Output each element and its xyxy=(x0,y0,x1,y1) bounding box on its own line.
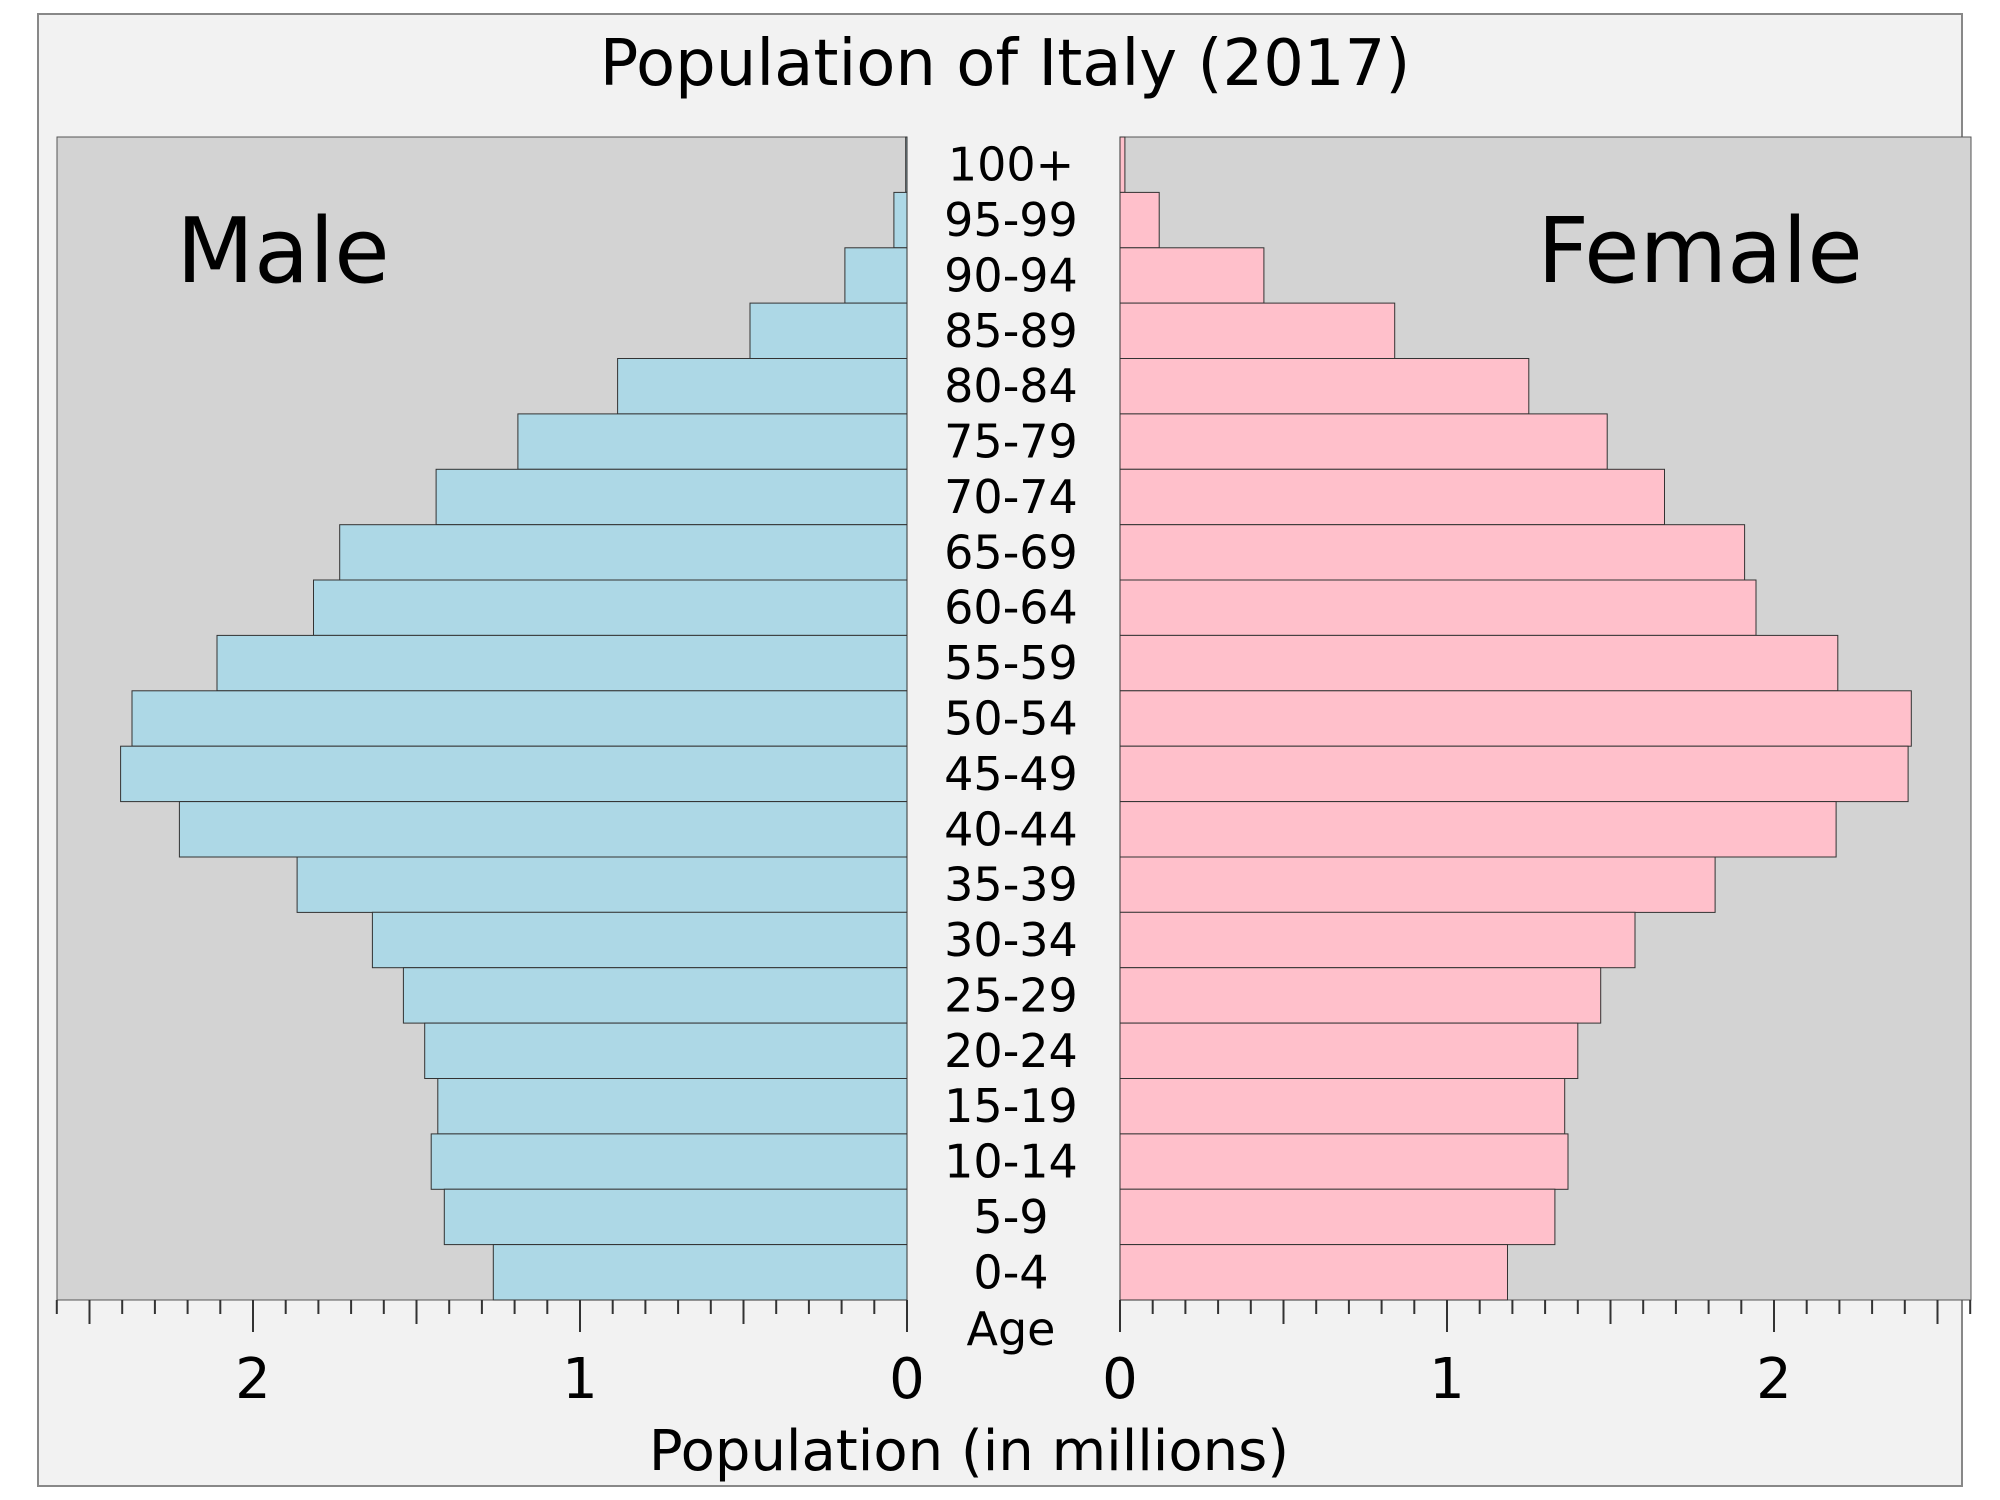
male-bar-20-24 xyxy=(424,1022,908,1079)
age-label-90-94: 90-94 xyxy=(944,249,1078,303)
age-axis-label: Age xyxy=(967,1302,1056,1356)
male-bar-65-69 xyxy=(339,524,908,581)
male-bar-55-59 xyxy=(216,634,908,692)
female-bar-85-89 xyxy=(1119,302,1396,360)
female-bar-0-4 xyxy=(1119,1244,1508,1301)
age-label-50-54: 50-54 xyxy=(944,692,1078,746)
age-label-35-39: 35-39 xyxy=(944,858,1078,912)
male-tick-label: 1 xyxy=(562,1347,598,1412)
age-label-100+: 100+ xyxy=(948,138,1074,192)
male-bar-40-44 xyxy=(178,801,908,858)
female-bars xyxy=(1119,136,1912,1301)
female-bar-40-44 xyxy=(1119,801,1837,858)
female-bar-10-14 xyxy=(1119,1133,1569,1190)
female-bar-60-64 xyxy=(1119,579,1757,636)
age-labels: 100+95-9990-9485-8980-8475-7970-7465-696… xyxy=(944,138,1078,1300)
male-bar-35-39 xyxy=(296,856,908,913)
age-label-5-9: 5-9 xyxy=(973,1190,1048,1244)
male-bar-10-14 xyxy=(430,1133,908,1190)
x-axis-label: Population (in millions) xyxy=(649,1419,1289,1484)
male-tick-label: 2 xyxy=(235,1347,271,1412)
male-bar-45-49 xyxy=(120,745,908,803)
male-bar-50-54 xyxy=(131,690,908,747)
age-label-10-14: 10-14 xyxy=(944,1135,1078,1189)
x-tick-labels: 2 1 0 0 1 2 xyxy=(235,1347,1792,1412)
male-bar-60-64 xyxy=(313,579,908,636)
female-bar-5-9 xyxy=(1119,1188,1556,1246)
age-label-95-99: 95-99 xyxy=(944,193,1078,247)
female-tick-label: 2 xyxy=(1756,1347,1792,1412)
female-bar-65-69 xyxy=(1119,524,1746,581)
female-tick-label: 0 xyxy=(1102,1347,1138,1412)
age-label-0-4: 0-4 xyxy=(973,1245,1048,1299)
male-bar-15-19 xyxy=(437,1078,908,1135)
age-label-80-84: 80-84 xyxy=(944,359,1078,413)
female-tick-label: 1 xyxy=(1429,1347,1465,1412)
male-tick-label: 0 xyxy=(889,1347,925,1412)
male-bars xyxy=(120,136,908,1301)
female-bar-25-29 xyxy=(1119,967,1602,1024)
male-bar-5-9 xyxy=(443,1188,908,1246)
age-label-65-69: 65-69 xyxy=(944,525,1078,579)
chart-title: Population of Italy (2017) xyxy=(600,27,1411,101)
age-label-85-89: 85-89 xyxy=(944,304,1078,358)
female-bar-45-49 xyxy=(1119,745,1909,803)
age-label-70-74: 70-74 xyxy=(944,470,1078,524)
female-bar-20-24 xyxy=(1119,1022,1579,1079)
age-label-20-24: 20-24 xyxy=(944,1024,1078,1078)
legend-female-label: Female xyxy=(1537,199,1862,304)
female-bar-30-34 xyxy=(1119,911,1636,969)
x-axis-ticks xyxy=(55,1300,1972,1332)
male-bar-75-79 xyxy=(517,413,908,470)
age-label-25-29: 25-29 xyxy=(944,968,1078,1022)
female-bar-55-59 xyxy=(1119,634,1839,692)
age-label-45-49: 45-49 xyxy=(944,747,1078,801)
female-bar-35-39 xyxy=(1119,856,1716,913)
age-label-40-44: 40-44 xyxy=(944,802,1078,856)
age-label-75-79: 75-79 xyxy=(944,415,1078,469)
female-bar-80-84 xyxy=(1119,358,1530,415)
male-bar-100+ xyxy=(905,136,908,193)
female-bar-15-19 xyxy=(1119,1078,1566,1135)
age-label-55-59: 55-59 xyxy=(944,636,1078,690)
male-bar-70-74 xyxy=(435,468,908,526)
male-bar-30-34 xyxy=(371,911,908,969)
age-label-60-64: 60-64 xyxy=(944,581,1078,635)
female-bar-90-94 xyxy=(1119,247,1265,304)
male-bar-0-4 xyxy=(492,1244,908,1301)
female-bar-50-54 xyxy=(1119,690,1912,747)
legend-male-label: Male xyxy=(176,199,389,304)
male-bar-85-89 xyxy=(749,302,908,360)
male-bar-90-94 xyxy=(844,247,908,304)
female-bar-95-99 xyxy=(1119,191,1160,249)
female-bar-70-74 xyxy=(1119,468,1665,526)
male-bar-95-99 xyxy=(893,191,908,249)
male-bar-25-29 xyxy=(402,967,908,1024)
age-label-30-34: 30-34 xyxy=(944,913,1078,967)
female-bar-75-79 xyxy=(1119,413,1608,470)
age-label-15-19: 15-19 xyxy=(944,1079,1078,1133)
male-bar-80-84 xyxy=(617,358,908,415)
female-bar-100+ xyxy=(1119,136,1126,193)
